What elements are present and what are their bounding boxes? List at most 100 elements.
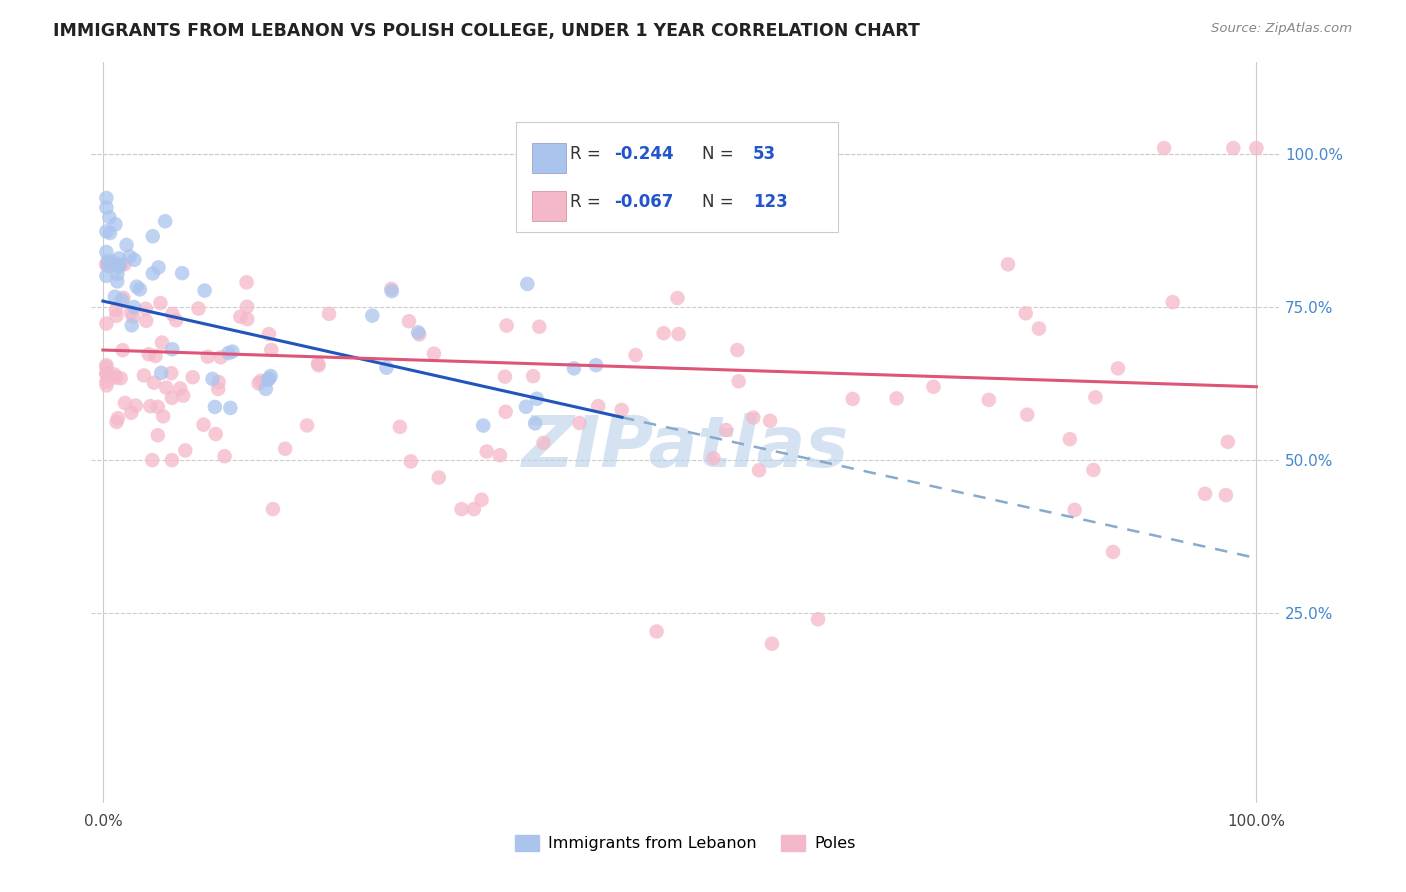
Point [142,229,165,244]
Point [96,317,118,331]
Point [150,335,173,350]
Point [229,310,252,324]
Point [361,309,384,323]
Point [98,226,121,240]
Point [221,344,243,359]
Point [148,260,170,275]
Point [118,250,141,264]
Point [149,296,172,310]
Point [104,217,127,231]
Point [96,268,118,283]
Point [110,257,132,271]
Point [141,453,163,467]
Point [174,443,197,458]
Point [1153,141,1175,155]
Point [96,367,118,381]
Point [262,502,284,516]
Point [408,327,430,342]
Point [197,350,219,364]
Point [585,358,607,372]
Point [108,260,131,274]
Point [489,448,512,462]
Point [748,463,770,477]
Point [1084,390,1107,404]
Point [522,369,544,384]
Point [96,191,118,205]
Point [235,275,257,289]
Point [194,284,217,298]
Point [96,375,118,389]
Point [759,414,782,428]
Point [1161,295,1184,310]
Point [114,396,136,410]
Point [610,403,633,417]
Point [201,372,224,386]
Point [187,301,209,316]
Point [219,401,242,415]
Point [494,369,516,384]
Point [207,382,229,396]
Text: R =: R = [569,145,606,163]
Point [214,449,236,463]
Text: 53: 53 [752,145,776,163]
Point [526,392,548,406]
Point [104,290,127,304]
Point [105,274,128,288]
Point [562,361,585,376]
Point [142,376,165,390]
Point [1215,488,1237,502]
Point [257,326,280,341]
Text: N =: N = [702,145,740,163]
Point [169,381,191,395]
Point [115,238,138,252]
Point [172,266,194,280]
Text: N =: N = [702,193,740,211]
Text: Source: ZipAtlas.com: Source: ZipAtlas.com [1212,22,1353,36]
Point [105,309,128,323]
Text: R =: R = [569,193,606,211]
Point [423,346,446,360]
Point [108,252,131,266]
Point [1083,463,1105,477]
Point [1017,408,1039,422]
Point [105,267,128,281]
Point [977,392,1000,407]
Point [463,502,485,516]
Point [742,410,765,425]
Point [97,254,120,268]
Point [1222,141,1244,155]
Point [107,411,129,425]
Point [108,259,131,273]
Point [135,314,157,328]
Point [120,305,142,319]
Point [1107,361,1129,376]
Point [209,351,232,365]
Point [96,360,118,375]
Point [1194,487,1216,501]
Point [146,428,169,442]
Point [112,291,135,305]
Point [307,357,329,371]
Point [450,502,472,516]
Point [139,399,162,413]
Point [259,371,281,385]
Point [153,214,176,228]
Point [132,368,155,383]
Point [125,279,148,293]
Point [96,367,118,381]
Point [96,257,118,271]
Point [295,418,318,433]
Point [1246,141,1268,155]
Point [207,375,229,389]
Point [702,451,724,466]
Point [128,282,150,296]
Point [524,417,547,431]
Text: -0.067: -0.067 [614,193,673,211]
Point [96,378,118,392]
Point [160,453,183,467]
Point [124,252,146,267]
Point [727,374,749,388]
Point [495,318,517,333]
Point [96,244,118,259]
Point [256,373,278,387]
